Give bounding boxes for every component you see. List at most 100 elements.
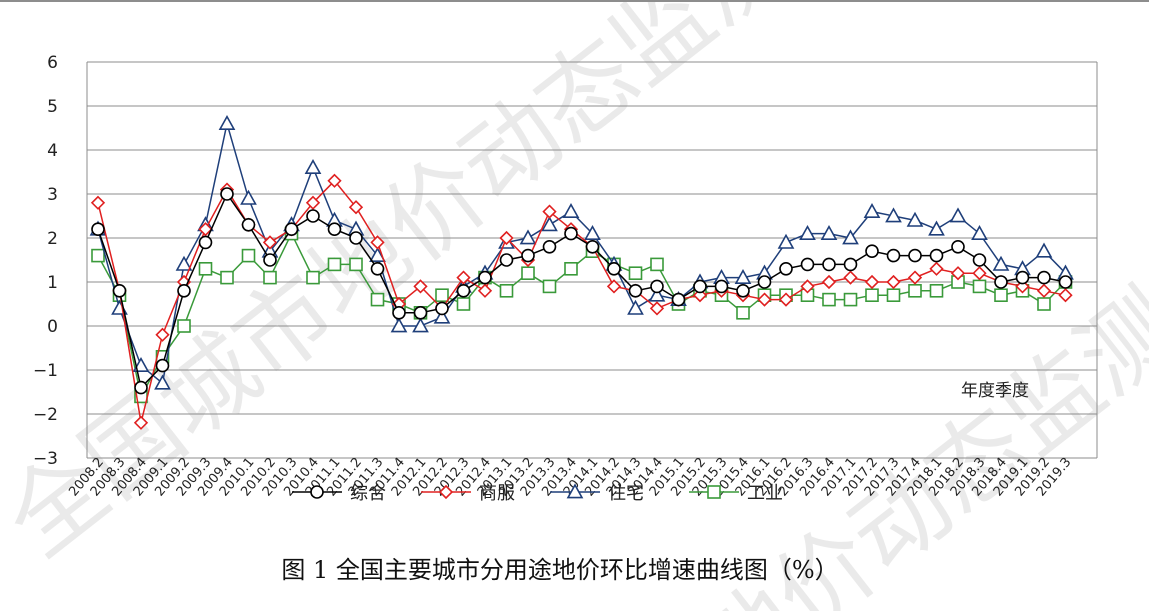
series-line-circle bbox=[97, 192, 1066, 390]
y-tick-label: −3 bbox=[33, 449, 58, 469]
point-diamond bbox=[305, 195, 321, 210]
point-diamond bbox=[907, 270, 923, 285]
point-circle bbox=[435, 301, 449, 316]
point-square bbox=[843, 292, 858, 307]
y-axis-ticks: 6 5 4 3 2 1 0 −1 −2 −3 bbox=[33, 53, 58, 469]
point-square bbox=[908, 283, 922, 298]
point-square bbox=[241, 248, 256, 263]
point-diamond bbox=[370, 235, 385, 250]
point-circle bbox=[1015, 270, 1030, 285]
y-tick-label: 5 bbox=[47, 97, 58, 117]
point-circle bbox=[1058, 275, 1073, 289]
legend-label: 住宅 bbox=[608, 483, 644, 504]
point-circle bbox=[800, 257, 815, 272]
point-diamond bbox=[477, 283, 493, 298]
point-square bbox=[306, 270, 320, 285]
y-tick-label: 0 bbox=[47, 317, 58, 337]
point-diamond bbox=[90, 195, 106, 210]
legend-item-diamond: 商服 bbox=[421, 483, 515, 504]
point-circle bbox=[564, 226, 578, 241]
point-circle bbox=[91, 222, 105, 236]
point-square bbox=[177, 319, 191, 333]
y-tick-label: 4 bbox=[47, 141, 58, 161]
point-triangle bbox=[132, 356, 150, 373]
point-diamond bbox=[1058, 288, 1073, 303]
point-square bbox=[91, 248, 105, 263]
point-triangle bbox=[240, 189, 257, 205]
point-diamond bbox=[886, 274, 901, 290]
point-square bbox=[972, 279, 987, 294]
point-square bbox=[435, 288, 449, 303]
legend-item-triangle: 住宅 bbox=[550, 483, 644, 504]
point-diamond bbox=[133, 415, 149, 430]
point-circle bbox=[908, 248, 922, 263]
point-circle bbox=[736, 283, 750, 298]
point-circle bbox=[349, 231, 363, 245]
point-square bbox=[736, 305, 750, 320]
point-triangle bbox=[541, 216, 558, 232]
point-circle bbox=[198, 235, 213, 250]
point-diamond bbox=[456, 270, 471, 285]
point-diamond bbox=[757, 292, 772, 307]
legend-label: 工业 bbox=[747, 483, 783, 504]
point-square bbox=[198, 261, 213, 276]
legend-marker bbox=[310, 485, 324, 499]
point-diamond bbox=[348, 200, 364, 215]
point-square bbox=[521, 266, 535, 281]
point-circle bbox=[177, 283, 191, 298]
grid-lines bbox=[86, 61, 1098, 459]
point-square bbox=[542, 279, 557, 294]
point-square bbox=[1037, 297, 1051, 311]
point-square bbox=[628, 266, 643, 281]
y-tick-label: −1 bbox=[33, 361, 58, 381]
point-circle bbox=[1037, 270, 1051, 285]
point-circle bbox=[542, 240, 557, 254]
legend: 综合 商服 住宅 工业 bbox=[292, 483, 783, 504]
point-circle bbox=[155, 358, 170, 373]
point-triangle bbox=[928, 220, 945, 236]
point-triangle bbox=[433, 308, 451, 324]
point-square bbox=[822, 292, 836, 307]
point-diamond bbox=[800, 279, 815, 294]
point-square bbox=[263, 270, 277, 285]
series-line-diamond bbox=[97, 179, 1066, 423]
point-triangle bbox=[863, 202, 881, 218]
point-square bbox=[220, 270, 234, 285]
point-triangle bbox=[949, 207, 967, 223]
point-diamond bbox=[649, 301, 665, 316]
point-square bbox=[499, 283, 514, 298]
point-triangle bbox=[175, 255, 193, 271]
point-circle bbox=[241, 218, 256, 232]
point-circle bbox=[650, 279, 664, 294]
point-triangle bbox=[799, 224, 816, 240]
series-layer bbox=[89, 114, 1074, 430]
point-diamond bbox=[950, 266, 966, 281]
point-circle bbox=[779, 261, 793, 276]
point-circle bbox=[822, 257, 836, 272]
point-circle bbox=[327, 222, 342, 236]
point-diamond bbox=[1036, 283, 1052, 298]
legend-item-square: 工业 bbox=[689, 483, 783, 504]
point-triangle bbox=[627, 299, 644, 315]
point-diamond bbox=[198, 222, 213, 237]
point-circle bbox=[392, 305, 406, 320]
point-circle bbox=[413, 305, 428, 320]
point-circle bbox=[478, 270, 492, 285]
point-triangle bbox=[584, 224, 601, 240]
point-triangle bbox=[777, 233, 795, 249]
point-square bbox=[564, 261, 578, 276]
point-circle bbox=[628, 283, 643, 298]
point-circle bbox=[972, 253, 987, 267]
point-diamond bbox=[606, 279, 622, 294]
point-triangle bbox=[304, 158, 322, 174]
point-diamond bbox=[864, 274, 880, 290]
point-square bbox=[886, 288, 901, 303]
point-triangle bbox=[519, 229, 537, 245]
point-triangle bbox=[971, 224, 988, 240]
point-square bbox=[349, 257, 363, 272]
point-triangle bbox=[390, 317, 408, 333]
point-triangle bbox=[369, 246, 386, 263]
legend-label: 综合 bbox=[350, 483, 386, 504]
